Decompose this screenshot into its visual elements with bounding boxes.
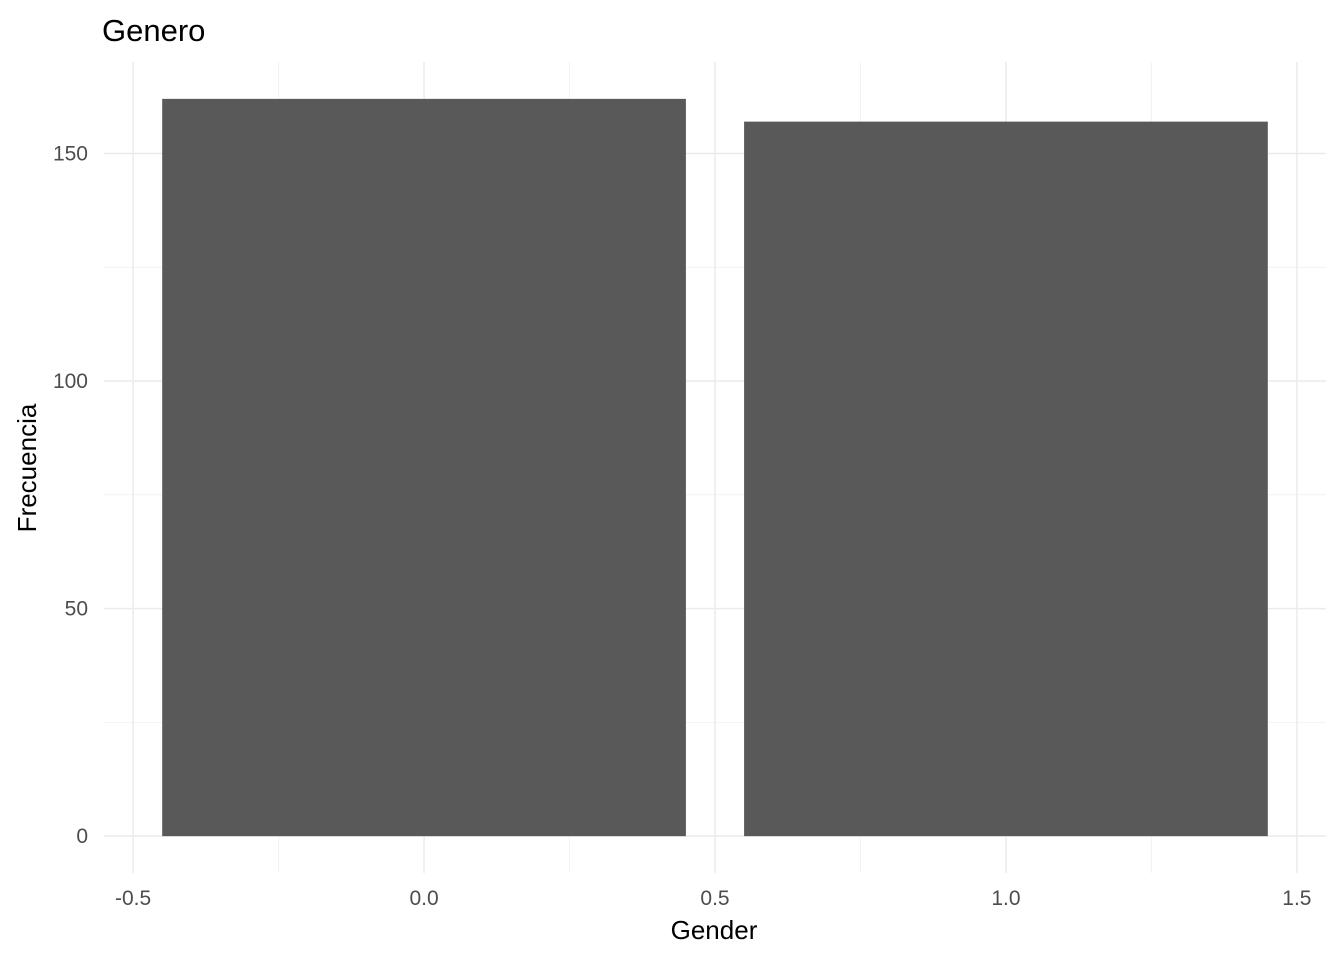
x-axis-ticks: -0.5 0.0 0.5 1.0 1.5 — [115, 887, 1312, 910]
x-tick-label: 0.5 — [700, 887, 729, 910]
bar-gender-0 — [162, 98, 686, 837]
y-tick-label: 50 — [65, 598, 88, 621]
y-axis-ticks: 0 50 100 150 — [53, 142, 88, 848]
y-tick-label: 0 — [76, 825, 88, 848]
y-tick-label: 150 — [53, 142, 88, 165]
chart-title: Genero — [102, 13, 205, 48]
y-tick-label: 100 — [53, 370, 88, 393]
x-tick-label: 1.5 — [1282, 887, 1311, 910]
y-axis-title: Frecuencia — [12, 403, 42, 532]
x-tick-label: 0.0 — [409, 887, 438, 910]
x-tick-label: -0.5 — [115, 887, 151, 910]
x-axis-title: Gender — [671, 915, 758, 945]
x-tick-label: 1.0 — [991, 887, 1020, 910]
bar-gender-1 — [744, 121, 1268, 837]
bars — [162, 98, 1268, 837]
